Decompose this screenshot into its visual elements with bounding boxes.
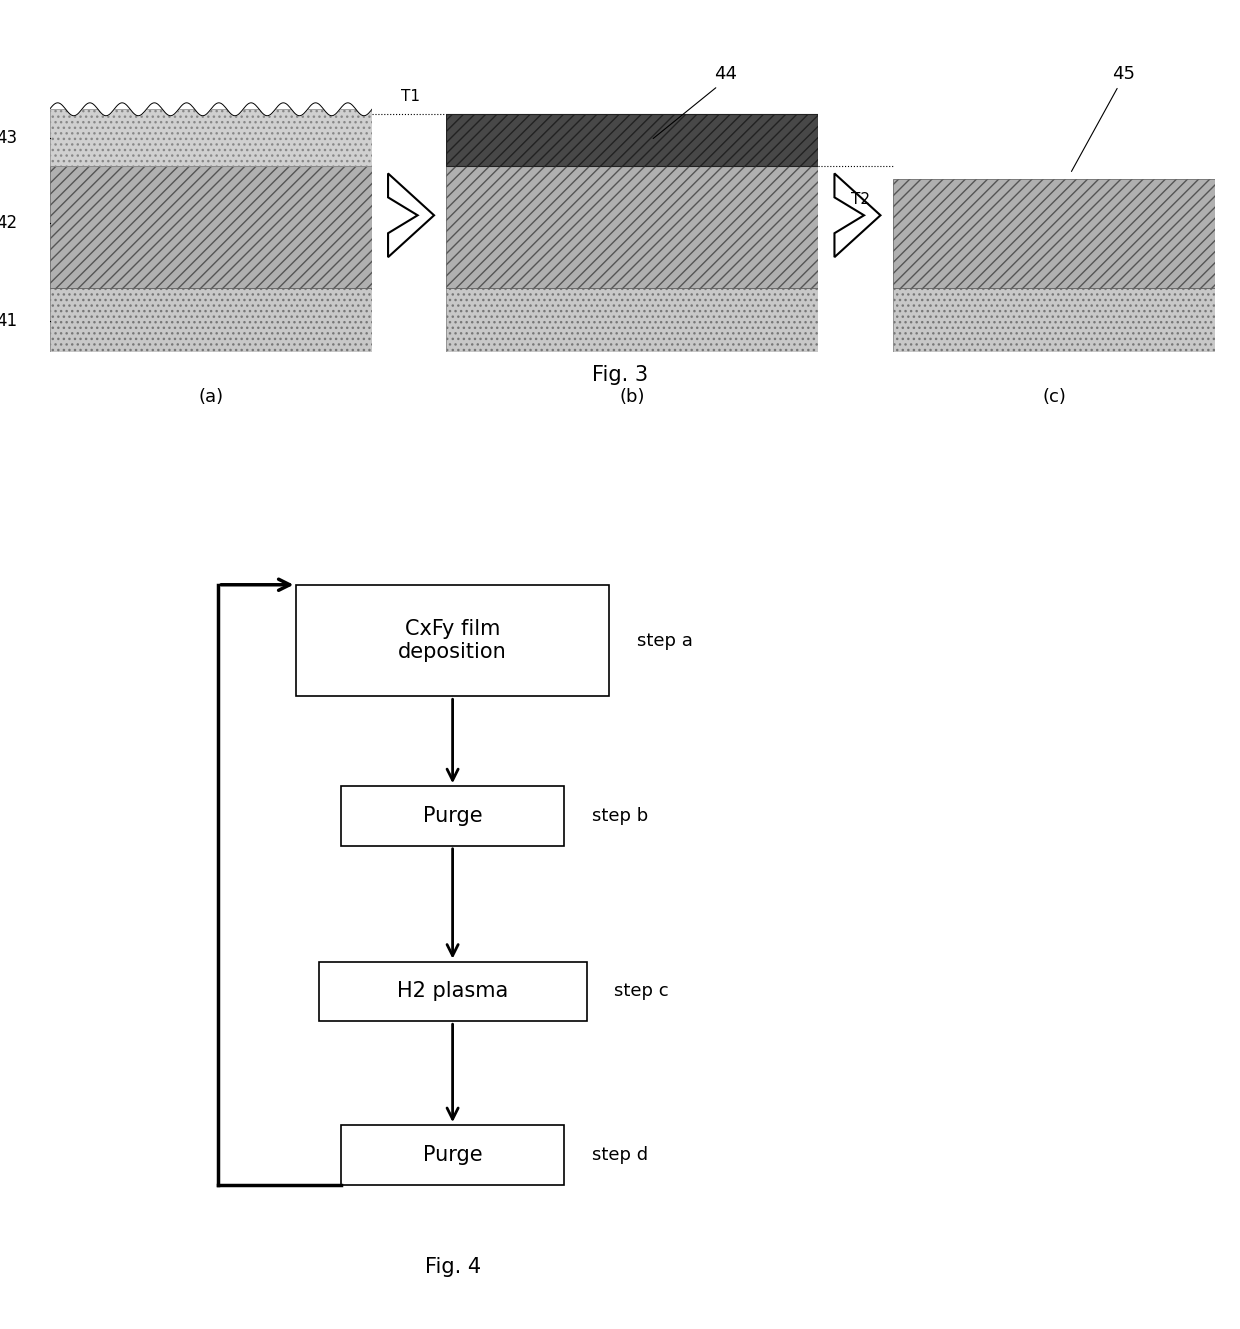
Text: 42: 42 xyxy=(0,214,17,233)
Text: Purge: Purge xyxy=(423,1144,482,1166)
Text: CxFy film
deposition: CxFy film deposition xyxy=(398,619,507,662)
Text: T1: T1 xyxy=(402,89,420,104)
Text: step a: step a xyxy=(637,631,693,650)
Text: Fig. 3: Fig. 3 xyxy=(591,365,649,385)
Bar xyxy=(446,114,818,166)
Text: 41: 41 xyxy=(0,312,17,330)
Text: 45: 45 xyxy=(1112,65,1135,84)
Text: 43: 43 xyxy=(0,129,17,146)
Text: step c: step c xyxy=(615,982,670,1001)
FancyBboxPatch shape xyxy=(319,962,587,1021)
Text: Purge: Purge xyxy=(423,805,482,827)
Text: step d: step d xyxy=(593,1146,649,1164)
FancyBboxPatch shape xyxy=(341,785,564,847)
Text: (b): (b) xyxy=(620,388,645,407)
FancyBboxPatch shape xyxy=(296,585,609,696)
Text: T2: T2 xyxy=(851,193,870,207)
Bar xyxy=(446,166,818,287)
Bar xyxy=(893,287,1215,352)
FancyBboxPatch shape xyxy=(341,1124,564,1185)
Bar xyxy=(893,179,1215,287)
Text: 44: 44 xyxy=(714,65,738,84)
Text: (a): (a) xyxy=(198,388,223,407)
Text: H2 plasma: H2 plasma xyxy=(397,981,508,1002)
Bar xyxy=(446,287,818,352)
Text: (c): (c) xyxy=(1042,388,1066,407)
Text: Fig. 4: Fig. 4 xyxy=(424,1256,481,1277)
Bar xyxy=(50,166,372,287)
Bar xyxy=(50,109,372,166)
Text: step b: step b xyxy=(593,807,649,825)
Bar xyxy=(50,287,372,352)
